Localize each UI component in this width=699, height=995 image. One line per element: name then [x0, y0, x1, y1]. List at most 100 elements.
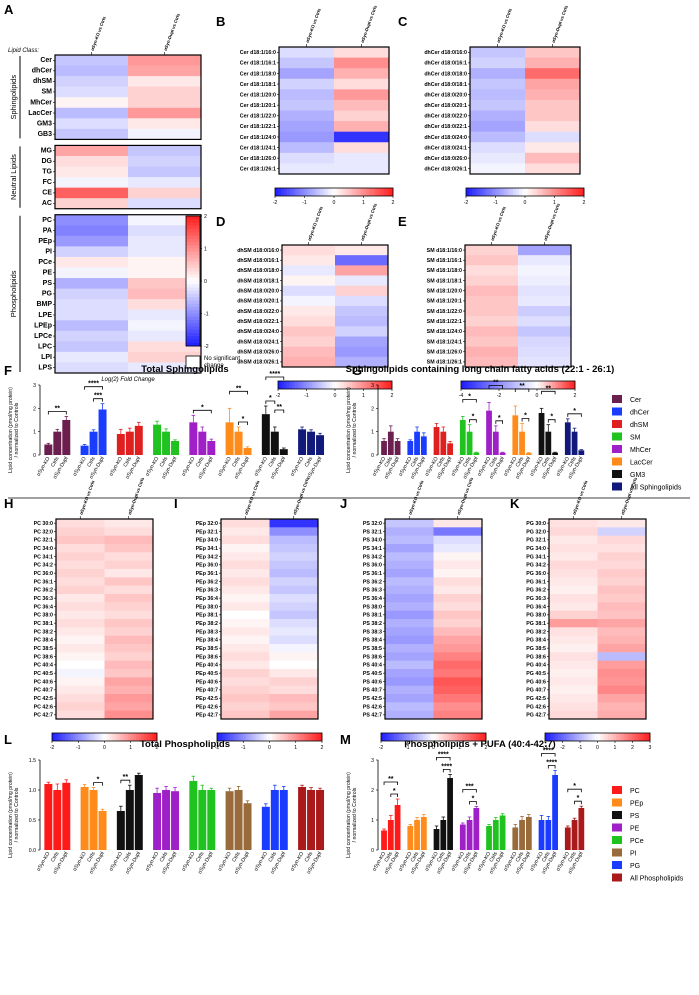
colorbar-step — [389, 381, 393, 389]
heatmap-cell — [56, 527, 105, 537]
colorbar-step — [342, 188, 347, 196]
heatmap-cell — [597, 519, 647, 528]
significance-bracket — [390, 793, 398, 797]
heatmap-cell — [549, 535, 598, 545]
colorbar-step — [372, 188, 376, 196]
colorbar-step — [298, 188, 302, 196]
bar — [198, 790, 207, 850]
row-label: PG 40:5 — [526, 671, 546, 677]
row-label: PS 38:3 — [363, 629, 382, 635]
colorbar-step — [459, 733, 463, 741]
colorbar-step — [380, 381, 384, 389]
group-label: Phospholipids — [9, 270, 18, 317]
panel-label-d: D — [216, 214, 225, 229]
heatmap-cell — [385, 685, 434, 695]
colorbar-step — [259, 733, 262, 741]
heatmap-cell — [279, 57, 335, 69]
heatmap-cell — [279, 142, 335, 154]
colorbar-step — [146, 733, 150, 741]
heatmap-cell — [55, 235, 129, 247]
legend-label: PI — [630, 851, 637, 858]
colorbar-step — [217, 733, 220, 741]
bar — [578, 808, 585, 850]
colorbar-step — [569, 381, 573, 389]
row-label: PS 36:4 — [363, 596, 382, 602]
legend-label: dhCer — [630, 410, 650, 417]
colorbar-step — [289, 381, 293, 389]
colorbar-step — [57, 733, 61, 741]
heatmap-cell — [282, 255, 336, 266]
colorbar-step — [278, 381, 282, 389]
heatmap-cell — [597, 710, 647, 720]
heatmap-cell — [433, 644, 483, 653]
heatmap-cell — [433, 660, 483, 670]
colorbar-step — [428, 733, 432, 741]
row-label: PC 40:5 — [34, 671, 53, 677]
row-label: PS 40:7 — [363, 688, 382, 694]
legend-swatch — [612, 798, 622, 807]
panel-label-h: H — [4, 496, 13, 511]
significance-bracket — [567, 413, 582, 417]
colorbar-step — [351, 188, 355, 196]
heatmap-cell — [465, 346, 519, 358]
heatmap-cell — [221, 619, 270, 628]
heatmap-cell — [549, 627, 598, 637]
heatmap-cell — [334, 47, 390, 58]
colorbar-step — [186, 281, 200, 285]
row-label: dhCer — [32, 68, 53, 75]
heatmap-cell — [269, 560, 319, 570]
row-label: Cer d18:1/16:1 — [240, 61, 276, 67]
x-tick-label: Ctrls — [384, 851, 395, 864]
column-label: αSyn-Dupl vs Ctrls — [292, 476, 310, 515]
colorbar-step — [639, 733, 643, 741]
heatmap-cell — [335, 255, 389, 266]
significance-label: *** — [94, 393, 102, 400]
heatmap-cell — [269, 535, 319, 545]
significance-label: ** — [277, 404, 283, 411]
colorbar-tick-label: 0 — [432, 745, 435, 751]
heatmap-cell — [465, 265, 519, 276]
column-label: αSyn-Dupl vs Ctrls — [360, 4, 378, 43]
heatmap-cell — [470, 99, 526, 111]
colorbar-step — [471, 188, 476, 196]
colorbar-tick-label: 2 — [485, 745, 488, 751]
heatmap-cell — [549, 560, 598, 570]
significance-label: ** — [123, 774, 129, 781]
row-label: Cer d18:1/26:1 — [240, 167, 276, 173]
row-label: SM d18:1/18:0 — [427, 268, 462, 274]
colorbar-step — [388, 733, 392, 741]
colorbar-tick-label: 2 — [574, 393, 577, 399]
colorbar-step — [86, 733, 90, 741]
bar — [440, 820, 447, 850]
column-label: αSyn-Dupl vs Ctrls — [127, 476, 145, 515]
y-tick-label: 1 — [371, 430, 374, 436]
row-label: PEp 36:4 — [196, 596, 218, 602]
row-label: CE — [42, 190, 52, 197]
heatmap-cell — [104, 702, 154, 712]
row-label: BMP — [36, 301, 52, 308]
significance-bracket — [521, 418, 530, 422]
row-label: Cer d18:1/24:0 — [240, 135, 276, 141]
heatmap-cell — [128, 214, 202, 226]
colorbar-step — [444, 733, 447, 741]
bar — [466, 431, 473, 455]
colorbar-step — [280, 733, 283, 741]
heatmap-cell — [518, 306, 572, 317]
heatmap-cell — [549, 644, 598, 653]
row-label: dhCer d18:0/18:0 — [424, 71, 467, 77]
colorbar-tick-label: -1 — [241, 745, 246, 751]
row-label: DG — [42, 158, 53, 165]
colorbar-step — [529, 381, 533, 389]
colorbar-step — [109, 733, 113, 741]
colorbar-step — [621, 733, 625, 741]
legend-swatch — [612, 395, 622, 403]
heatmap-cell — [56, 635, 105, 645]
colorbar-step — [483, 733, 487, 741]
heatmap-cell — [269, 635, 319, 645]
bar — [261, 414, 270, 455]
colorbar-step — [381, 188, 385, 196]
colorbar-step — [509, 381, 513, 389]
row-label: SM d18:1/18:1 — [427, 278, 462, 284]
row-label: PC 30:0 — [34, 521, 53, 527]
colorbar-step — [554, 188, 558, 196]
